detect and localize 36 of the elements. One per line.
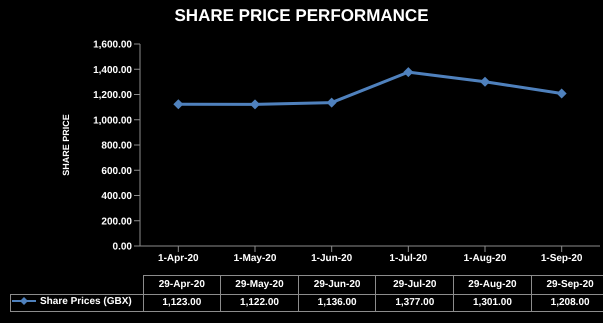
data-label: 1,377.00 — [376, 294, 454, 311]
y-tick-label: 1,200.00 — [93, 90, 132, 102]
text: 29-Sep-20 — [531, 276, 603, 294]
data-label: 1,208.00 — [531, 294, 603, 311]
y-tick-label: 400.00 — [101, 191, 132, 202]
point — [326, 98, 337, 108]
point — [250, 99, 260, 110]
y-tick-label: 0.00 — [112, 242, 132, 253]
text: 29-Jun-20 — [298, 276, 376, 294]
point — [403, 67, 414, 78]
text: 29-Aug-20 — [454, 276, 532, 294]
y-axis-title: SHARE PRICE — [61, 114, 71, 176]
y-tick-label: 1,600.00 — [93, 40, 132, 51]
chart-title: SHARE PRICE PERFORMANCE — [173, 6, 430, 26]
text: 29-Apr-20 — [143, 276, 221, 294]
x-tick-label: 1-Jul-20 — [389, 253, 428, 264]
data-label: 1,122.00 — [220, 294, 298, 311]
y-tick-label: 800.00 — [101, 140, 132, 152]
x-tick-label: 1-May-20 — [234, 253, 277, 264]
text: 29-May-20 — [220, 276, 298, 294]
y-tick-label: 1,400.00 — [93, 64, 132, 76]
point — [556, 88, 567, 98]
point — [173, 99, 184, 110]
text: 29-Jul-20 — [376, 276, 454, 294]
point — [480, 76, 490, 87]
legend-label: Share Prices (GBX) — [40, 296, 132, 307]
x-tick-label: 1-Jun-20 — [311, 253, 353, 264]
data-label: 1,123.00 — [143, 294, 221, 311]
x-tick-label: 1-Apr-20 — [158, 253, 200, 264]
data-label: 1,301.00 — [454, 294, 532, 311]
y-tick-label: 1,000.00 — [93, 115, 132, 126]
x-tick-label: 1-Aug-20 — [464, 253, 507, 264]
y-tick-label: 600.00 — [101, 166, 132, 177]
data-label: 1,136.00 — [298, 294, 376, 311]
y-tick-label: 200.00 — [101, 216, 132, 228]
x-tick-label: 1-Sep-20 — [540, 253, 583, 264]
